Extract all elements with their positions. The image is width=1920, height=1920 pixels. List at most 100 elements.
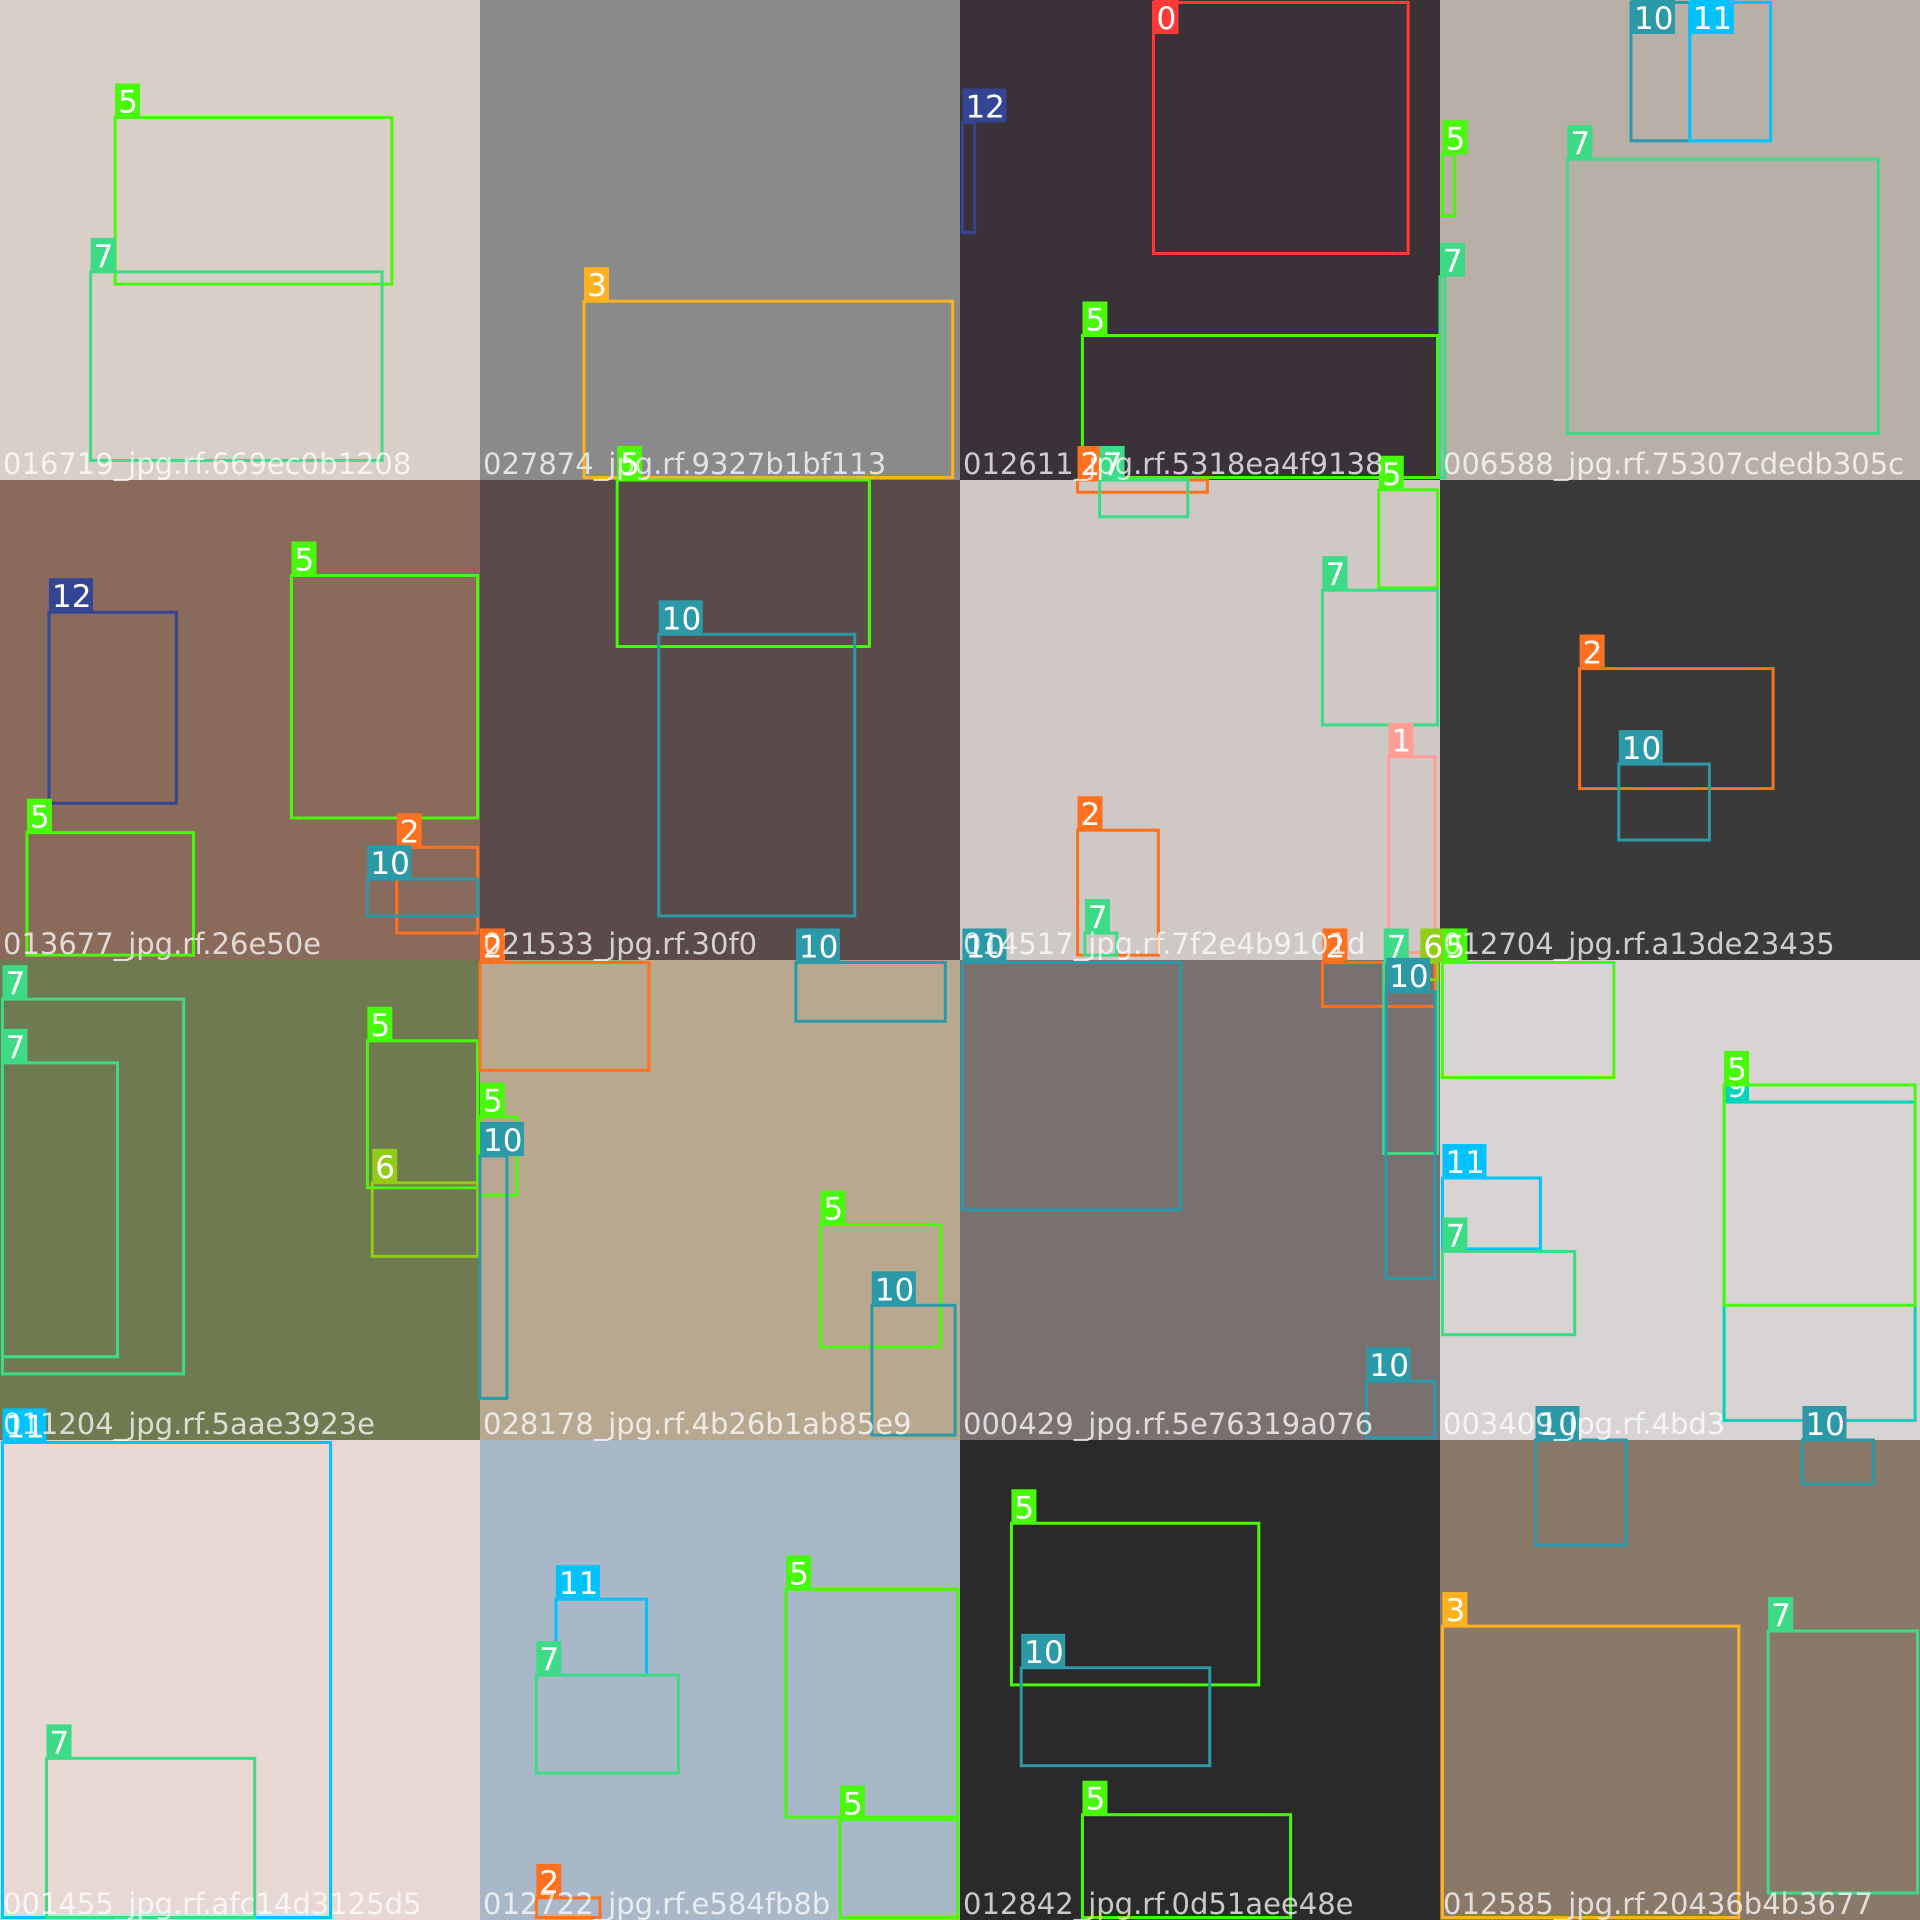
tile-image [1440,1440,1920,1920]
label-background [291,541,317,576]
filename: 016719_jpg.rf.669ec0b1208 [3,447,411,481]
tile-image [960,1440,1440,1920]
bounding-box [365,1039,480,1190]
class-label: 7 [50,1725,70,1761]
bounding-box [478,960,651,1072]
label-background [480,1121,524,1156]
filename: 027874_jpg.rf.9327b1bf113 [483,447,886,481]
class-label: 10 [875,1272,914,1308]
class-label: 6 [1423,929,1443,965]
filename: 012585_jpg.rf.20436b4b3677 [1443,1887,1873,1920]
bounding-box [113,116,394,286]
label-background [1440,242,1465,277]
class-label: 10 [1370,1348,1409,1384]
bounding-box [1320,960,1437,1009]
class-label: 11 [1445,1145,1484,1181]
class-label: 5 [1085,1782,1105,1818]
label-background [1420,928,1446,963]
class-label: 10 [370,846,409,882]
bounding-box [534,1673,680,1775]
label-background [1724,1050,1750,1085]
label-background [1011,1489,1037,1524]
class-label: 2 [1583,636,1603,672]
class-label: 5 [1085,303,1105,339]
label-background [46,1724,72,1759]
bounding-box [25,831,195,957]
label-background [584,267,610,302]
bounding-box [1019,1666,1212,1768]
class-label: 11 [5,1409,44,1445]
tile-image [960,480,1440,960]
filename: 012842_jpg.rf.0d51aee48e [963,1887,1354,1920]
filename: 001455_jpg.rf.afc14d3125d5 [3,1887,421,1920]
label-background [1378,455,1404,490]
bounding-box [657,632,857,918]
label-background [536,1863,562,1898]
label-background [1077,796,1103,831]
filename: 011204_jpg.rf.5aae3923e [3,1407,375,1441]
label-background [115,83,141,118]
class-label: 5 [1014,1490,1034,1526]
bounding-box [794,960,947,1023]
class-label: 5 [789,1556,809,1592]
label-background [840,1785,865,1820]
bounding-box [784,1587,960,1819]
class-label: 1 [1392,724,1412,760]
class-label: 10 [965,929,1004,965]
label-background [871,1271,916,1306]
class-label: 2 [483,929,503,965]
filename: 012722_jpg.rf.e584fb8b [483,1887,830,1920]
bounding-box [1440,1624,1741,1920]
label-background [1153,0,1179,34]
label-background [820,1190,846,1225]
bounding-box [365,877,480,918]
bounding-box [1151,0,1410,255]
label-background [1099,446,1125,480]
label-background [1386,957,1431,992]
class-label: 5 [370,1008,390,1044]
label-background [480,1082,505,1117]
label-background [1442,1592,1468,1627]
class-label: 2 [1081,447,1101,483]
label-background [536,1641,562,1676]
bounding-box [1080,334,1440,480]
class-label: 5 [823,1191,843,1227]
tile-image [480,960,960,1440]
label-background [1802,1406,1847,1440]
bounding-box [1080,1813,1293,1920]
class-label: 5 [294,543,314,579]
label-background [795,928,840,963]
class-label: 11 [559,1566,598,1602]
bounding-box [582,299,955,480]
tile-image [0,960,480,1440]
class-label: 7 [1570,126,1590,162]
class-label: 7 [539,1642,559,1678]
class-label: 10 [1634,1,1673,37]
bounding-box [960,960,1182,1212]
label-background [962,88,1007,123]
tile-image [960,0,1440,480]
label-background [1567,125,1593,160]
bounding-box [0,1061,120,1359]
bounding-box [1534,1438,1628,1547]
class-label: 7 [1387,929,1407,965]
label-background [1768,1597,1794,1632]
filename: 021533_jpg.rf.30f0 [483,927,757,961]
filename: 013677_jpg.rf.26e50e [3,927,321,961]
bounding-box [1377,488,1440,590]
class-label: 2 [1081,797,1101,833]
bounding-box [838,1818,960,1920]
bounding-box [89,270,384,462]
label-background [1442,1217,1468,1252]
class-label: 2 [539,1865,559,1901]
tile-image [0,480,480,960]
class-label: 10 [662,601,701,637]
class-label: 0 [1156,1,1176,37]
bounding-box [1766,1629,1920,1895]
class-label: 5 [30,800,50,836]
label-background [1442,1143,1487,1178]
label-background [480,928,505,963]
bounding-box [289,574,480,820]
tile-image [1440,0,1920,480]
class-label: 6 [375,1150,395,1186]
